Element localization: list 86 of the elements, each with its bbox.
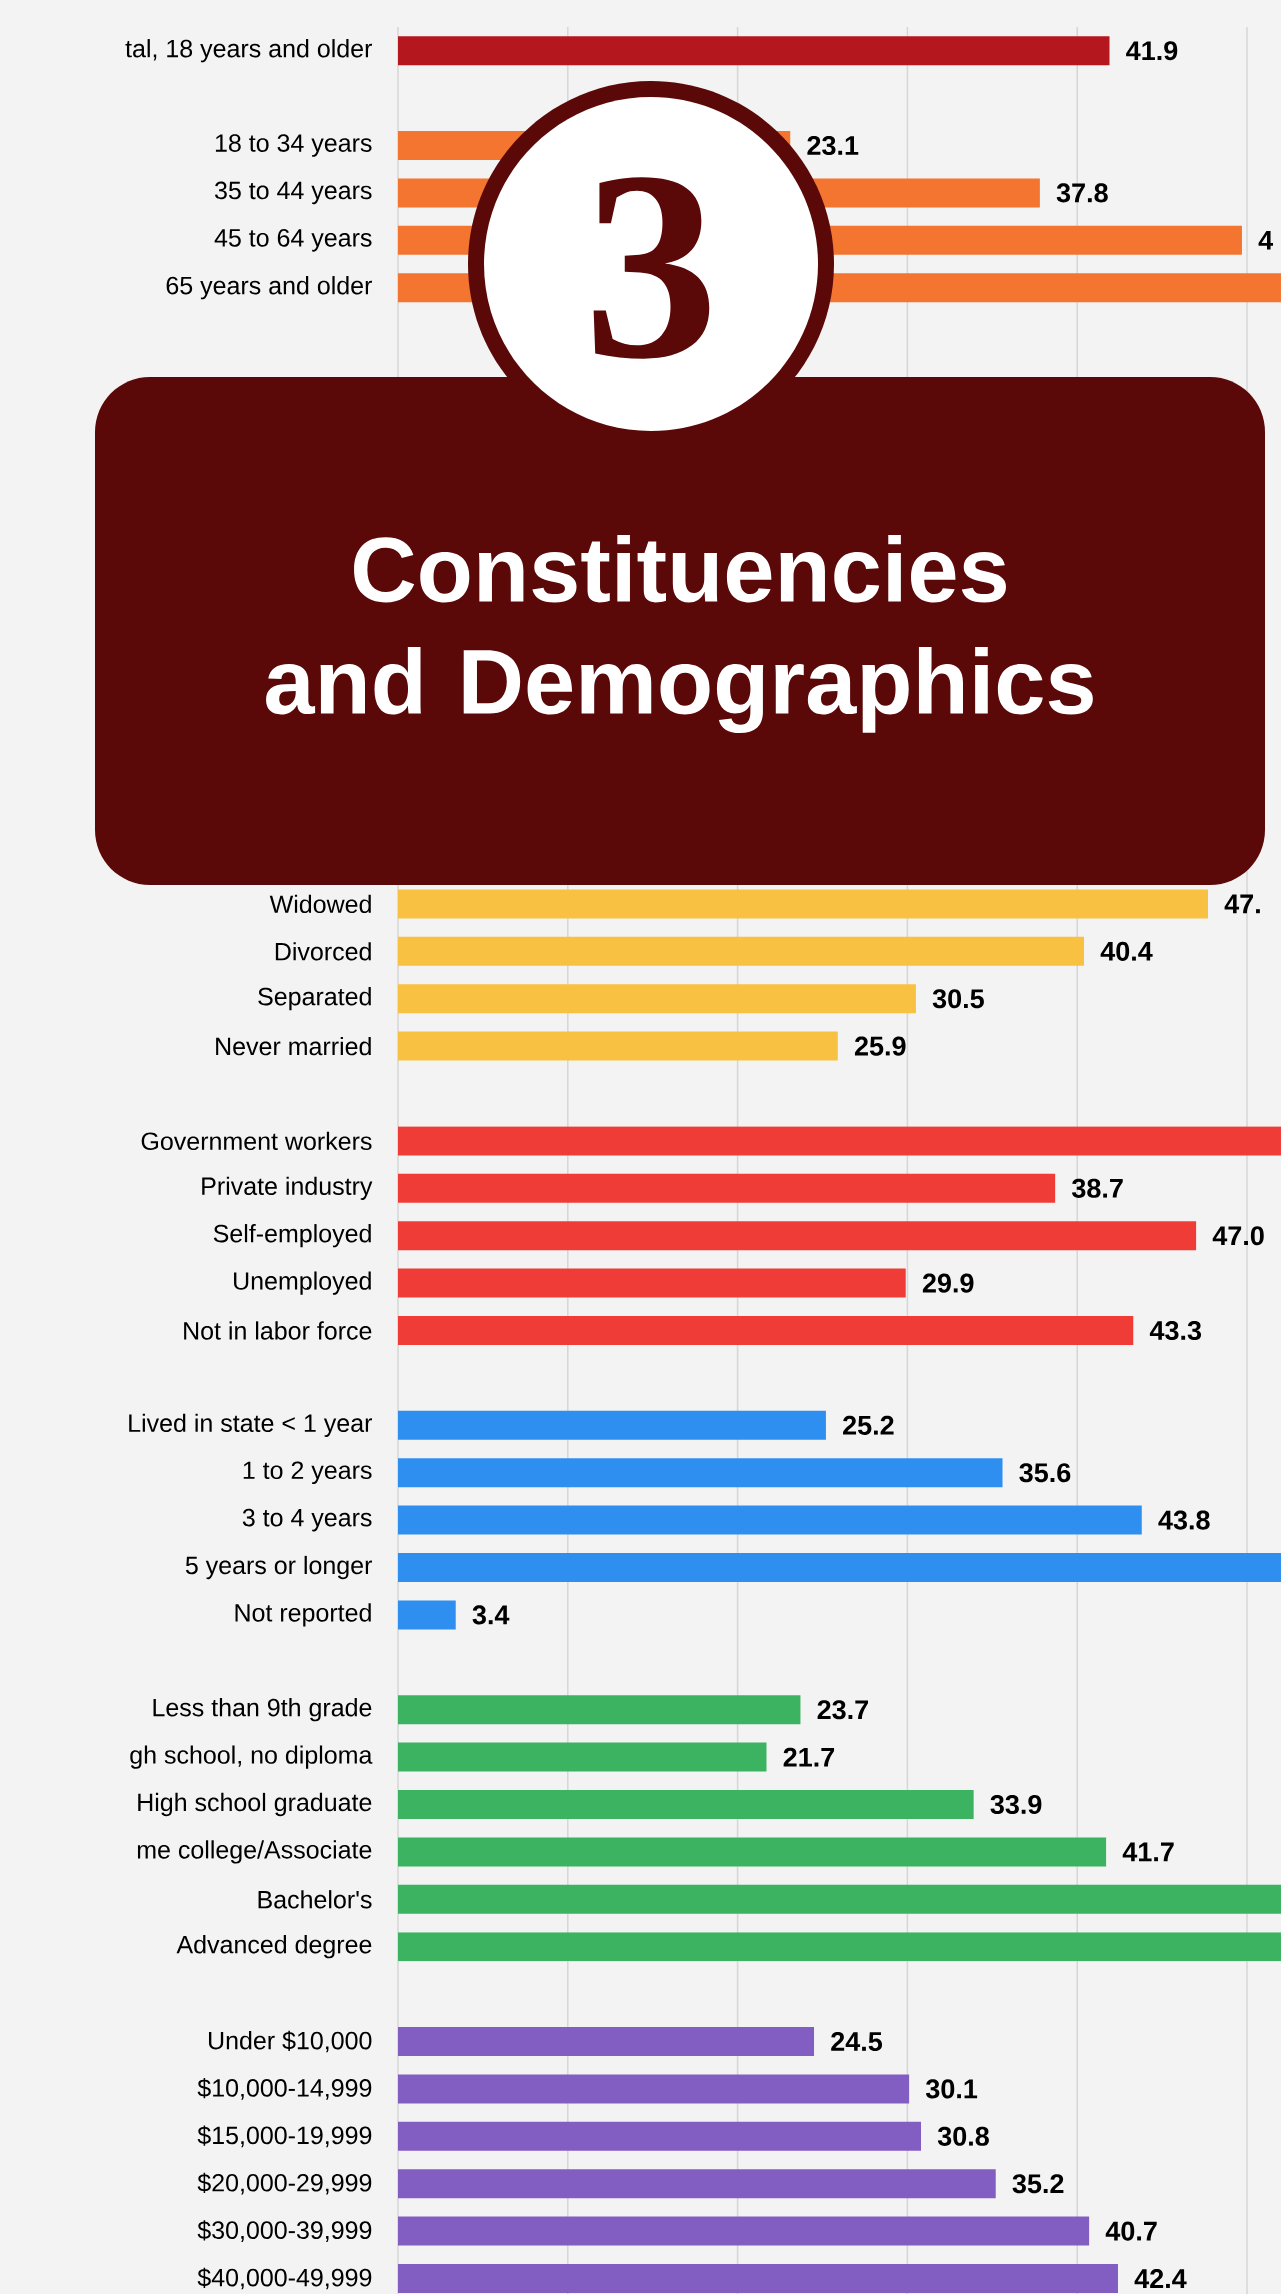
bar bbox=[398, 1458, 1003, 1488]
y-tick-label: 35 to 44 years bbox=[214, 181, 372, 205]
text: Constituencies and Demographics bbox=[266, 534, 1093, 734]
data-label: 29.9 bbox=[922, 1273, 974, 1293]
bar bbox=[398, 889, 1208, 919]
data-label: 24.5 bbox=[831, 2031, 883, 2052]
data-label: 38.7 bbox=[1071, 1178, 1123, 1198]
data-label: 40.7 bbox=[1105, 2221, 1157, 2241]
y-tick-label: Divorced bbox=[275, 942, 371, 961]
bar bbox=[398, 1742, 767, 1772]
data-label: 35.2 bbox=[1012, 2174, 1064, 2194]
data-label: 35.6 bbox=[1019, 1463, 1071, 1483]
annotation: 47. bbox=[1224, 894, 1260, 914]
data-label: 33.9 bbox=[990, 1794, 1042, 1815]
y-tick-label: High school graduate bbox=[138, 1792, 372, 1817]
y-tick-label: $40,000-49,999 bbox=[197, 2267, 372, 2290]
data-label: 40.4 bbox=[1100, 941, 1153, 961]
y-tick-label: gh school, no diploma bbox=[130, 1745, 373, 1769]
y-tick-label: Advanced degree bbox=[176, 1935, 372, 1959]
annotation: 4 bbox=[1258, 231, 1274, 250]
bar bbox=[398, 1553, 1281, 1583]
bar bbox=[398, 1316, 1134, 1346]
bar bbox=[398, 36, 1110, 66]
data-label: 25.9 bbox=[854, 1036, 906, 1056]
y-tick-label: Bachelor's bbox=[258, 1890, 372, 1909]
data-label: 47.0 bbox=[1212, 1226, 1264, 1246]
y-tick-label: me college/Associate bbox=[137, 1840, 372, 1864]
data-label: 42.4 bbox=[1134, 2269, 1187, 2288]
bar bbox=[398, 1837, 1107, 1867]
y-tick-label: 3 to 4 years bbox=[242, 1508, 372, 1532]
bar bbox=[398, 1505, 1142, 1535]
y-tick-label: Unemployed bbox=[234, 1271, 371, 1295]
data-label: 37.8 bbox=[1056, 183, 1108, 203]
data-label: 23.7 bbox=[817, 1700, 869, 1720]
data-label: 41.7 bbox=[1122, 1842, 1174, 1862]
data-label: 23.1 bbox=[807, 135, 859, 156]
y-tick-label: 1 to 2 years bbox=[243, 1461, 372, 1485]
data-label: 3.4 bbox=[472, 1605, 510, 1625]
y-tick-label: Government workers bbox=[141, 1131, 372, 1151]
bar bbox=[398, 2121, 922, 2151]
y-tick-label: Private industry bbox=[202, 1176, 373, 1200]
bar bbox=[398, 1790, 974, 1820]
y-tick-label: $10,000-14,999 bbox=[197, 2078, 372, 2100]
y-tick-label: Not in labor force bbox=[184, 1321, 372, 1340]
bar bbox=[398, 1695, 801, 1725]
bar bbox=[398, 1031, 838, 1061]
y-tick-label: Lived in state < 1 year bbox=[129, 1413, 372, 1437]
data-label: 41.9 bbox=[1126, 41, 1178, 61]
y-tick-label: Never married bbox=[216, 1036, 371, 1056]
bar bbox=[398, 2264, 1118, 2294]
y-tick-label: Not reported bbox=[235, 1603, 371, 1627]
y-tick-label: Widowed bbox=[269, 894, 371, 914]
bar bbox=[398, 1268, 906, 1298]
y-tick-label: Under $10,000 bbox=[208, 2030, 372, 2053]
y-tick-label: 18 to 34 years bbox=[215, 134, 372, 157]
y-tick-label: Less than 9th grade bbox=[153, 1698, 372, 1722]
bar bbox=[398, 1410, 826, 1440]
y-tick-label: $30,000-39,999 bbox=[197, 2220, 372, 2242]
data-label: 30.1 bbox=[925, 2079, 978, 2099]
bar bbox=[398, 936, 1085, 966]
bar bbox=[398, 1221, 1197, 1251]
y-tick-label: Separated bbox=[258, 987, 371, 1011]
y-tick-label: 65 years and older bbox=[166, 276, 372, 300]
y-tick-label: Self-employed bbox=[213, 1224, 371, 1248]
y-tick-label: $20,000-29,999 bbox=[197, 2172, 372, 2195]
bar bbox=[398, 984, 916, 1014]
bar bbox=[398, 1126, 1281, 1156]
bar bbox=[398, 1884, 1281, 1914]
data-label: 21.7 bbox=[783, 1747, 835, 1767]
data-label: 25.2 bbox=[843, 1415, 894, 1435]
y-tick-label: 5 years or longer bbox=[185, 1555, 372, 1580]
bar bbox=[398, 2216, 1090, 2246]
y-tick-label: $15,000-19,999 bbox=[197, 2125, 372, 2148]
y-tick-label: 45 to 64 years bbox=[214, 228, 372, 252]
bar bbox=[398, 1932, 1281, 1962]
data-label: 30.8 bbox=[937, 2126, 989, 2146]
data-label: 43.8 bbox=[1158, 1510, 1210, 1530]
data-label: 43.3 bbox=[1149, 1320, 1202, 1341]
bar bbox=[398, 2027, 815, 2057]
bar bbox=[398, 1600, 456, 1630]
data-label: 30.5 bbox=[932, 989, 984, 1009]
bar bbox=[398, 1173, 1056, 1203]
y-tick-label: tal, 18 years and older bbox=[125, 39, 372, 63]
annotation: 3 bbox=[593, 177, 710, 359]
bar bbox=[398, 2169, 996, 2199]
bar bbox=[398, 2074, 910, 2104]
